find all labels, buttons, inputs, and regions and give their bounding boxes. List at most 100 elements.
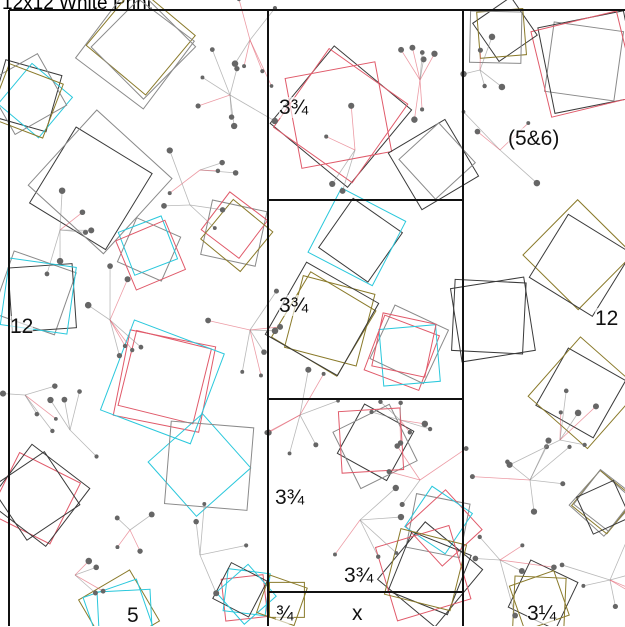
print-starburst-line — [250, 330, 275, 331]
print-dot — [507, 462, 513, 468]
print-dot — [512, 613, 518, 619]
print-starburst-line — [70, 392, 80, 430]
print-dot — [205, 318, 211, 324]
print-square-outline — [201, 200, 267, 266]
print-starburst-line — [464, 112, 500, 150]
print-dot — [387, 469, 392, 474]
print-starburst-line — [583, 580, 610, 586]
print-starburst-line — [3, 394, 25, 395]
print-dot — [242, 64, 246, 68]
print-dot — [62, 397, 68, 403]
print-dot — [431, 51, 437, 57]
print-dot — [94, 454, 98, 458]
print-starburst-line — [200, 170, 218, 171]
print-starburst-line — [130, 530, 140, 551]
small-piece-left-label: ¾ — [276, 603, 294, 624]
print-dot — [470, 474, 475, 479]
print-dot — [499, 84, 506, 91]
print-dot — [408, 430, 412, 434]
print-starburst-line — [170, 170, 200, 193]
print-dot — [219, 160, 225, 166]
print-starburst-line — [117, 530, 130, 547]
print-dot — [489, 34, 495, 40]
print-dot — [213, 226, 217, 230]
print-dot — [45, 272, 50, 277]
print-dot — [324, 135, 328, 139]
right-top-label: (5&6) — [508, 128, 559, 149]
print-starburst-line — [242, 330, 250, 372]
print-dot — [193, 519, 199, 525]
print-starburst-line — [267, 415, 300, 433]
print-dot — [220, 207, 225, 212]
print-starburst-line — [420, 449, 466, 480]
print-dot — [398, 401, 402, 405]
print-dot — [560, 481, 565, 486]
print-dot — [137, 548, 142, 553]
print-dot — [420, 50, 425, 55]
print-square-outline — [319, 198, 403, 282]
print-dot — [478, 48, 483, 53]
print-dot — [93, 565, 99, 571]
print-dot — [478, 535, 482, 539]
print-dot — [277, 324, 283, 330]
print-starburst-line — [196, 522, 200, 555]
print-starburst-line — [500, 560, 515, 616]
print-starburst-line — [402, 480, 420, 504]
print-dot — [400, 502, 405, 507]
print-dot — [244, 543, 248, 547]
print-starburst-line — [250, 330, 264, 352]
print-square-outline — [536, 348, 625, 438]
print-dot — [202, 502, 206, 506]
print-starburst-line — [202, 77, 230, 95]
print-dot — [125, 276, 131, 282]
print-square-outline — [523, 200, 625, 310]
print-starburst-line — [117, 518, 130, 530]
print-starburst-line — [208, 320, 250, 330]
print-dot — [47, 397, 53, 403]
print-dot — [333, 552, 337, 556]
print-dot — [378, 400, 382, 404]
print-starburst-line — [70, 430, 97, 457]
right-width-label: 3¼ — [527, 603, 556, 624]
print-starburst-line — [300, 401, 338, 415]
print-square-outline — [0, 452, 80, 540]
middle-lower-label: 3¾ — [275, 487, 304, 508]
print-dot — [50, 429, 54, 433]
print-dot — [168, 191, 172, 195]
print-dot — [398, 514, 404, 520]
print-dot — [123, 344, 127, 348]
print-starburst-line — [250, 330, 261, 375]
print-starburst-line — [110, 320, 119, 356]
print-dot — [411, 116, 417, 122]
print-dot — [393, 485, 399, 491]
print-starburst-line — [200, 545, 246, 555]
print-dot — [231, 123, 237, 129]
print-starburst-line — [212, 50, 230, 95]
print-dot — [274, 289, 279, 294]
print-dot — [428, 427, 432, 431]
print-starburst-line — [230, 69, 237, 95]
print-dot — [519, 568, 525, 574]
print-dot — [130, 348, 134, 352]
print-starburst-line — [110, 279, 128, 320]
print-square-outline — [79, 570, 160, 626]
print-dot — [196, 103, 201, 108]
print-dot — [560, 563, 565, 568]
print-dot — [581, 584, 585, 588]
print-starburst-line — [239, 0, 250, 40]
print-starburst-line — [130, 514, 152, 530]
print-starburst-line — [326, 137, 355, 150]
print-dot — [305, 367, 311, 373]
print-dot — [526, 121, 530, 125]
print-dot — [149, 512, 155, 518]
print-dot — [340, 188, 346, 194]
print-dot — [551, 564, 557, 570]
print-starburst-line — [360, 488, 396, 520]
print-starburst-line — [164, 205, 190, 206]
print-dot — [348, 103, 354, 109]
print-starburst-line — [610, 533, 625, 580]
print-starburst-line — [414, 80, 420, 120]
print-dot — [559, 410, 563, 414]
print-dot — [259, 373, 263, 377]
